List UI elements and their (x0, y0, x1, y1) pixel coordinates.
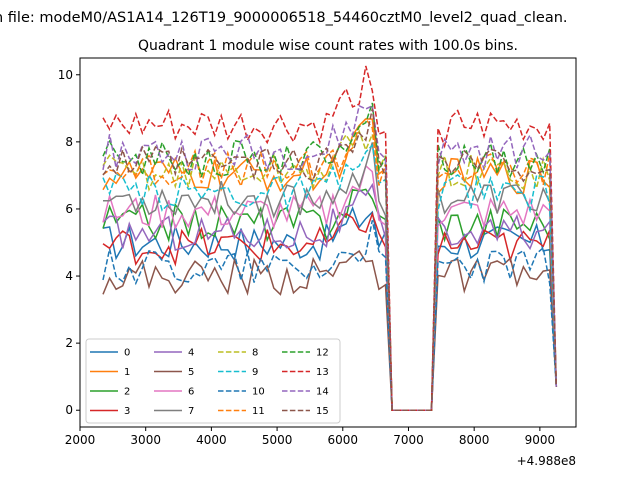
legend-label-7: 7 (188, 406, 194, 417)
x-tick-label: 9000 (525, 433, 556, 447)
series-line-13 (102, 65, 558, 411)
series-line-9 (102, 143, 558, 411)
y-tick-label: 6 (65, 202, 73, 216)
y-tick-label: 4 (65, 269, 73, 283)
legend-label-11: 11 (252, 406, 265, 417)
legend-label-6: 6 (188, 387, 194, 398)
chart-title: Quadrant 1 module wise count rates with … (138, 38, 518, 54)
series-line-8 (102, 129, 558, 411)
series-line-3 (102, 211, 558, 411)
x-offset-label: +4.988e8 (517, 454, 576, 468)
x-tick-label: 4000 (196, 433, 227, 447)
series-line-11 (102, 117, 558, 411)
legend-label-4: 4 (188, 348, 194, 359)
legend-label-9: 9 (252, 367, 258, 378)
y-axis: 0 2 4 6 8 10 (58, 68, 80, 417)
legend-label-3: 3 (124, 406, 130, 417)
legend-label-10: 10 (252, 387, 265, 398)
x-tick-label: 2000 (65, 433, 96, 447)
x-tick-label: 6000 (328, 433, 359, 447)
legend-label-8: 8 (252, 348, 258, 359)
series-line-12 (102, 102, 558, 411)
x-tick-label: 5000 (262, 433, 293, 447)
figure-suptitle: n file: modeM0/AS1A14_126T19_9000006518_… (0, 10, 568, 26)
series-line-10 (102, 220, 558, 411)
x-tick-label: 3000 (130, 433, 161, 447)
legend-label-5: 5 (188, 367, 194, 378)
x-axis: 2000 3000 4000 5000 6000 7000 8000 9000 (65, 427, 555, 447)
legend-label-2: 2 (124, 387, 130, 398)
legend-label-14: 14 (316, 387, 329, 398)
legend-label-13: 13 (316, 367, 329, 378)
series-line-7 (102, 142, 558, 411)
legend-label-15: 15 (316, 406, 329, 417)
legend-label-1: 1 (124, 367, 130, 378)
series-line-6 (102, 164, 558, 411)
series-lines (102, 65, 558, 411)
y-tick-label: 2 (65, 336, 73, 350)
x-tick-label: 8000 (459, 433, 490, 447)
y-tick-label: 8 (65, 135, 73, 149)
y-tick-label: 0 (65, 403, 73, 417)
x-tick-label: 7000 (393, 433, 424, 447)
series-line-14 (102, 104, 558, 411)
legend-label-0: 0 (124, 348, 130, 359)
axes-frame (79, 57, 577, 428)
y-tick-label: 10 (58, 68, 73, 82)
series-line-4 (102, 182, 558, 411)
legend-box (85, 338, 341, 424)
series-line-2 (102, 188, 558, 411)
series-line-15 (102, 108, 558, 411)
legend-label-12: 12 (316, 348, 329, 359)
